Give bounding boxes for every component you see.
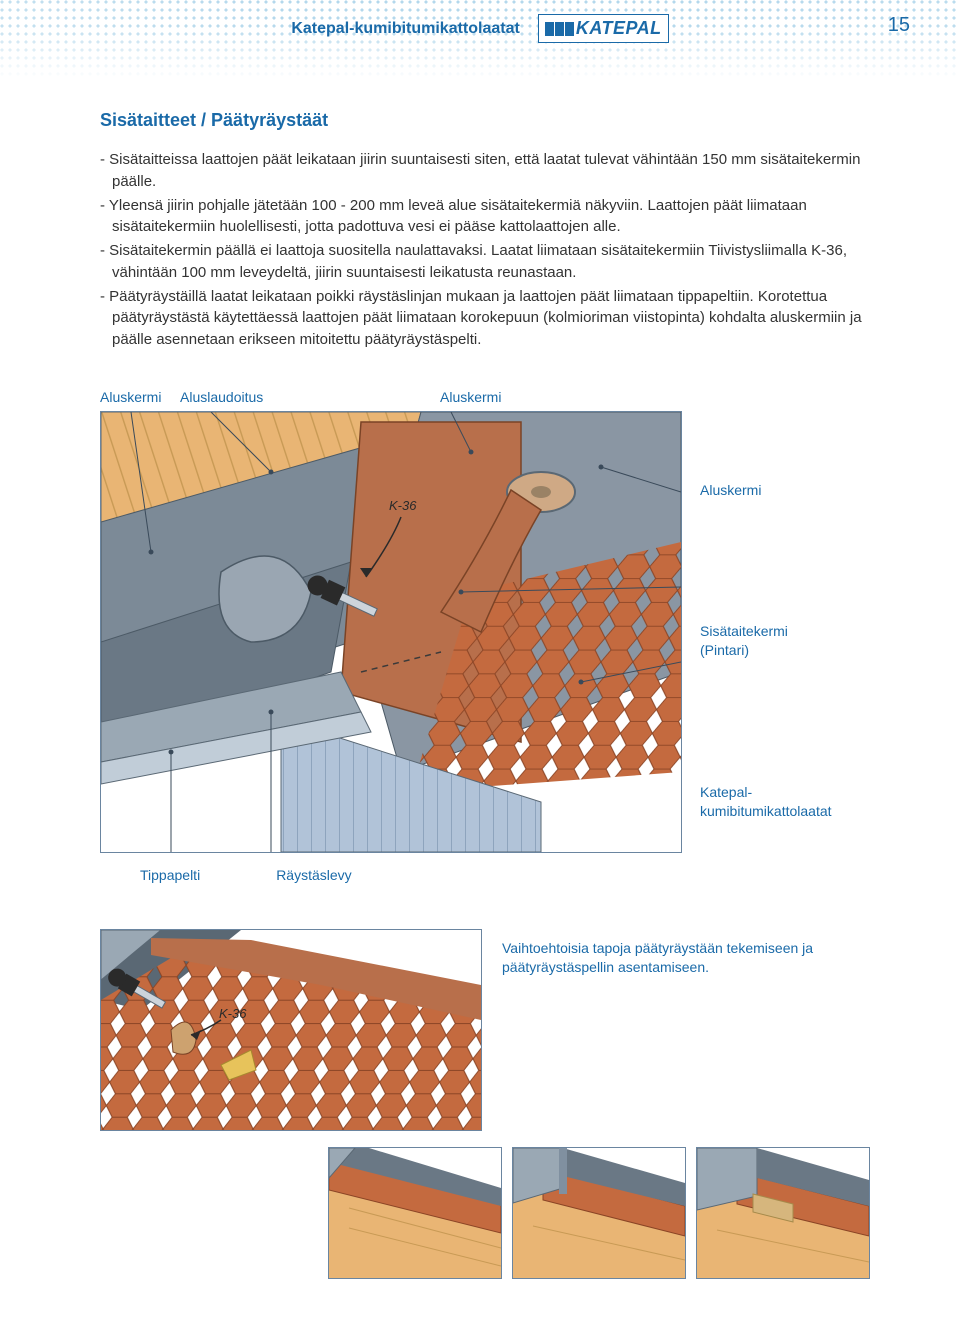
breadcrumb: Katepal-kumibitumikattolaatat bbox=[291, 20, 519, 38]
label-aluskermi: Aluskermi bbox=[100, 389, 180, 405]
diagram2-row: K-36 Vaihtoehtoisia tapoja päätyräystään… bbox=[100, 929, 870, 1131]
diagram-bottom-labels: Tippapelti Räystäslevy bbox=[100, 867, 870, 883]
header-content: Katepal-kumibitumikattolaatat KATEPAL bbox=[0, 14, 960, 43]
alt-text: Vaihtoehtoisia tapoja päätyräystään teke… bbox=[502, 929, 862, 978]
page-number: 15 bbox=[888, 14, 910, 37]
small-diagrams bbox=[100, 1147, 870, 1279]
logo-text: KATEPAL bbox=[576, 18, 662, 39]
label-aluslaudoitus: Aluslaudoitus bbox=[180, 389, 440, 405]
bullet: - Yleensä jiirin pohjalle jätetään 100 -… bbox=[100, 195, 870, 239]
diagram-top-labels: Aluskermi Aluslaudoitus Aluskermi bbox=[100, 389, 870, 405]
body-text: - Sisätaitteissa laattojen päät leikataa… bbox=[100, 149, 870, 351]
label-sisataitekermi: Sisätaitekermi (Pintari) bbox=[700, 622, 832, 660]
section-title: Sisätaitteet / Päätyräystäät bbox=[100, 110, 870, 131]
k36-label: K-36 bbox=[219, 1006, 246, 1021]
main-diagram: K-36 bbox=[100, 411, 682, 853]
detail-diagram-3 bbox=[696, 1147, 870, 1279]
rake-diagram-svg bbox=[101, 930, 481, 1130]
bullet: - Päätyräystäillä laatat leikataan poikk… bbox=[100, 286, 870, 351]
diagram1-wrap: K-36 Aluskermi Sisätaitekermi (Pintari) … bbox=[100, 411, 870, 853]
page: Katepal-kumibitumikattolaatat KATEPAL 15… bbox=[0, 0, 960, 1329]
logo-icon bbox=[545, 22, 574, 36]
brand-logo: KATEPAL bbox=[538, 14, 669, 43]
label-aluskermi: Aluskermi bbox=[440, 389, 540, 405]
label-kattolaatat: Katepal- kumibitumikattolaatat bbox=[700, 783, 832, 821]
label-aluskermi-side: Aluskermi bbox=[700, 481, 832, 500]
side-labels: Aluskermi Sisätaitekermi (Pintari) Katep… bbox=[700, 411, 832, 821]
rake-diagram: K-36 bbox=[100, 929, 482, 1131]
detail-diagram-2 bbox=[512, 1147, 686, 1279]
main-diagram-svg bbox=[101, 412, 681, 852]
label-raystaslevy: Räystäslevy bbox=[276, 867, 351, 883]
k36-label: K-36 bbox=[389, 498, 416, 513]
content: Sisätaitteet / Päätyräystäät - Sisätaitt… bbox=[0, 80, 960, 1329]
detail-diagram-1 bbox=[328, 1147, 502, 1279]
page-header: Katepal-kumibitumikattolaatat KATEPAL 15 bbox=[0, 0, 960, 80]
bullet: - Sisätaitteissa laattojen päät leikataa… bbox=[100, 149, 870, 193]
label-tippapelti: Tippapelti bbox=[140, 867, 200, 883]
bullet: - Sisätaitekermin päällä ei laattoja suo… bbox=[100, 240, 870, 284]
